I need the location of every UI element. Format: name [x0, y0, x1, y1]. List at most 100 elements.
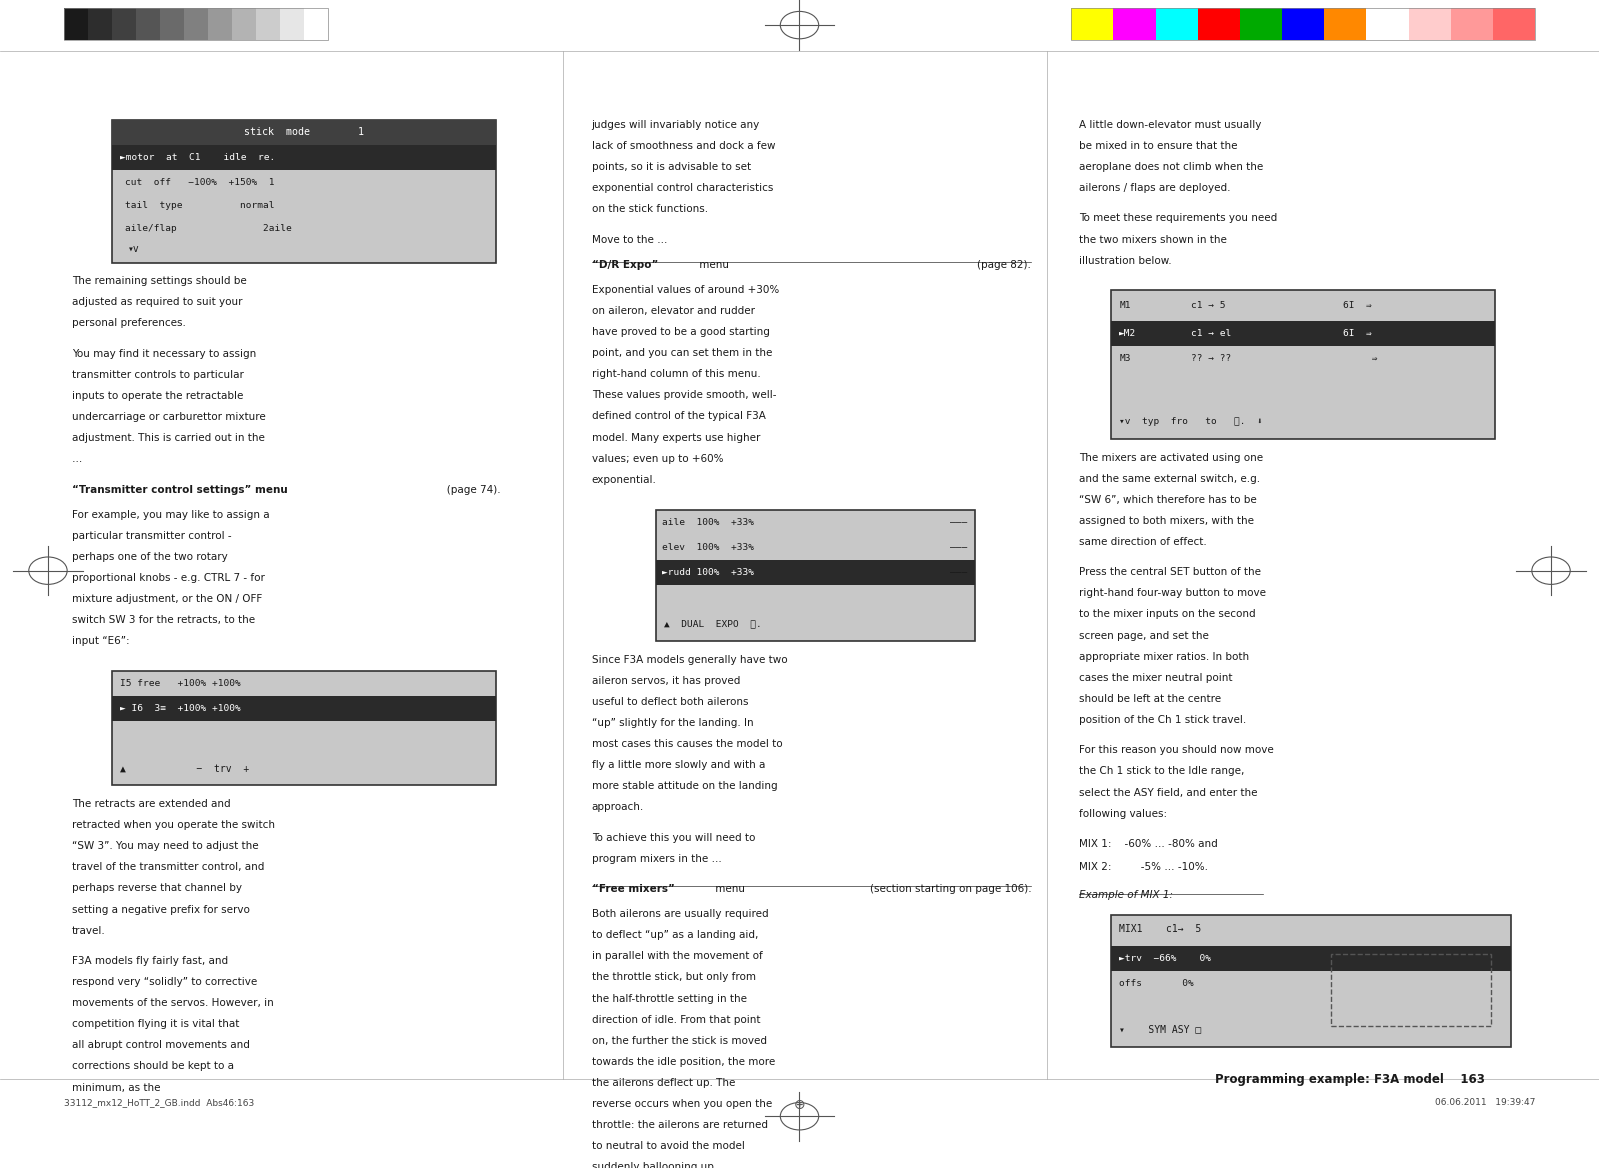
Text: to neutral to avoid the model: to neutral to avoid the model [592, 1141, 745, 1152]
FancyBboxPatch shape [1111, 291, 1495, 439]
Text: the half-throttle setting in the: the half-throttle setting in the [592, 994, 747, 1003]
Text: the ailerons deflect up. The: the ailerons deflect up. The [592, 1078, 736, 1089]
Text: cases the mixer neutral point: cases the mixer neutral point [1079, 673, 1233, 683]
Text: 06.06.2011   19:39:47: 06.06.2011 19:39:47 [1434, 1098, 1535, 1107]
Text: I5 free   +100% +100%: I5 free +100% +100% [120, 679, 241, 688]
Bar [1198, 8, 1239, 40]
Text: A little down-elevator must usually: A little down-elevator must usually [1079, 120, 1262, 130]
Text: mixture adjustment, or the ON / OFF: mixture adjustment, or the ON / OFF [72, 595, 262, 604]
Text: ▾v: ▾v [128, 244, 139, 253]
FancyBboxPatch shape [112, 145, 496, 171]
Text: throttle: the ailerons are returned: throttle: the ailerons are returned [592, 1120, 768, 1131]
Text: perhaps one of the two rotary: perhaps one of the two rotary [72, 551, 227, 562]
Text: These values provide smooth, well-: These values provide smooth, well- [592, 390, 776, 401]
Text: offs       0%: offs 0% [1119, 979, 1194, 988]
Text: ———: ——— [950, 517, 967, 527]
Text: have proved to be a good starting: have proved to be a good starting [592, 327, 769, 338]
Bar [1156, 8, 1198, 40]
Text: on aileron, elevator and rudder: on aileron, elevator and rudder [592, 306, 755, 315]
Text: fly a little more slowly and with a: fly a little more slowly and with a [592, 760, 764, 770]
Text: setting a negative prefix for servo: setting a negative prefix for servo [72, 904, 249, 915]
Bar [1409, 8, 1450, 40]
Text: aeroplane does not climb when the: aeroplane does not climb when the [1079, 162, 1263, 172]
Text: The retracts are extended and: The retracts are extended and [72, 799, 230, 809]
Text: MIX1    c1→  5: MIX1 c1→ 5 [1119, 924, 1201, 934]
Text: direction of idle. From that point: direction of idle. From that point [592, 1015, 760, 1024]
Text: assigned to both mixers, with the: assigned to both mixers, with the [1079, 516, 1254, 526]
Text: To meet these requirements you need: To meet these requirements you need [1079, 214, 1278, 223]
Bar [1071, 8, 1113, 40]
Text: The remaining settings should be: The remaining settings should be [72, 276, 246, 286]
Text: ———: ——— [950, 568, 967, 577]
Bar [1324, 8, 1367, 40]
Text: points, so it is advisable to set: points, so it is advisable to set [592, 162, 752, 172]
Text: appropriate mixer ratios. In both: appropriate mixer ratios. In both [1079, 652, 1249, 662]
Text: aileron servos, it has proved: aileron servos, it has proved [592, 675, 740, 686]
Text: be mixed in to ensure that the: be mixed in to ensure that the [1079, 141, 1238, 151]
FancyBboxPatch shape [112, 120, 496, 263]
Text: retracted when you operate the switch: retracted when you operate the switch [72, 820, 275, 830]
Text: ?? → ??: ?? → ?? [1191, 354, 1231, 363]
Text: towards the idle position, the more: towards the idle position, the more [592, 1057, 776, 1066]
Text: point, and you can set them in the: point, and you can set them in the [592, 348, 772, 359]
FancyBboxPatch shape [656, 559, 975, 585]
FancyBboxPatch shape [656, 509, 975, 641]
Text: perhaps reverse that channel by: perhaps reverse that channel by [72, 883, 241, 894]
Bar [1239, 8, 1282, 40]
Text: approach.: approach. [592, 802, 644, 813]
Text: “up” slightly for the landing. In: “up” slightly for the landing. In [592, 718, 753, 728]
Text: ▲            −  trv  +: ▲ − trv + [120, 763, 249, 773]
Bar [1282, 8, 1324, 40]
Text: corrections should be kept to a: corrections should be kept to a [72, 1062, 233, 1071]
Text: The mixers are activated using one: The mixers are activated using one [1079, 452, 1263, 463]
Text: ▾v  typ  fro   to   ⁄.  ⬇: ▾v typ fro to ⁄. ⬇ [1119, 417, 1263, 426]
Text: on, the further the stick is moved: on, the further the stick is moved [592, 1036, 766, 1045]
Text: adjusted as required to suit your: adjusted as required to suit your [72, 298, 243, 307]
FancyBboxPatch shape [112, 672, 496, 785]
Text: ailerons / flaps are deployed.: ailerons / flaps are deployed. [1079, 183, 1231, 193]
Text: ▾    SYM ASY □: ▾ SYM ASY □ [1119, 1024, 1201, 1035]
Text: Both ailerons are usually required: Both ailerons are usually required [592, 909, 768, 919]
Bar [1450, 8, 1493, 40]
Text: stick  mode        1: stick mode 1 [243, 127, 365, 138]
Text: position of the Ch 1 stick travel.: position of the Ch 1 stick travel. [1079, 715, 1247, 725]
Text: transmitter controls to particular: transmitter controls to particular [72, 370, 243, 380]
Bar [64, 8, 328, 40]
Text: ►M2: ►M2 [1119, 328, 1137, 338]
FancyBboxPatch shape [1111, 320, 1495, 346]
Text: aile/flap               2aile: aile/flap 2aile [125, 224, 291, 232]
Bar [88, 8, 112, 40]
Text: travel.: travel. [72, 926, 106, 936]
Text: in parallel with the movement of: in parallel with the movement of [592, 951, 763, 961]
Text: right-hand column of this menu.: right-hand column of this menu. [592, 369, 761, 380]
Bar [304, 8, 328, 40]
Text: suddenly ballooning up.: suddenly ballooning up. [592, 1162, 716, 1168]
Bar [232, 8, 256, 40]
Text: “D/R Expo”: “D/R Expo” [592, 259, 659, 270]
Text: M1: M1 [1119, 301, 1130, 310]
Text: ►rudd 100%  +33%: ►rudd 100% +33% [662, 568, 755, 577]
Text: defined control of the typical F3A: defined control of the typical F3A [592, 411, 766, 422]
Text: lack of smoothness and dock a few: lack of smoothness and dock a few [592, 141, 776, 151]
Text: For this reason you should now move: For this reason you should now move [1079, 745, 1274, 756]
Bar [1071, 8, 1535, 40]
Text: 6I  ⇒: 6I ⇒ [1343, 328, 1372, 338]
Bar [256, 8, 280, 40]
Text: exponential control characteristics: exponential control characteristics [592, 183, 772, 193]
Text: …: … [72, 454, 82, 464]
Text: 33112_mx12_HoTT_2_GB.indd  Abs46:163: 33112_mx12_HoTT_2_GB.indd Abs46:163 [64, 1098, 254, 1107]
FancyBboxPatch shape [112, 120, 496, 145]
Text: illustration below.: illustration below. [1079, 256, 1172, 265]
Text: personal preferences.: personal preferences. [72, 319, 185, 328]
Text: select the ASY field, and enter the: select the ASY field, and enter the [1079, 787, 1258, 798]
Text: undercarriage or carburettor mixture: undercarriage or carburettor mixture [72, 412, 265, 422]
Text: to the mixer inputs on the second: to the mixer inputs on the second [1079, 610, 1255, 619]
Text: menu: menu [712, 884, 745, 894]
Bar [160, 8, 184, 40]
Text: (page 74).: (page 74). [424, 485, 500, 494]
Text: ►motor  at  C1    idle  re.: ►motor at C1 idle re. [120, 153, 275, 162]
Text: all abrupt control movements and: all abrupt control movements and [72, 1041, 249, 1050]
Text: should be left at the centre: should be left at the centre [1079, 694, 1222, 704]
Text: tail  type          normal: tail type normal [125, 201, 273, 210]
Text: on the stick functions.: on the stick functions. [592, 204, 708, 214]
